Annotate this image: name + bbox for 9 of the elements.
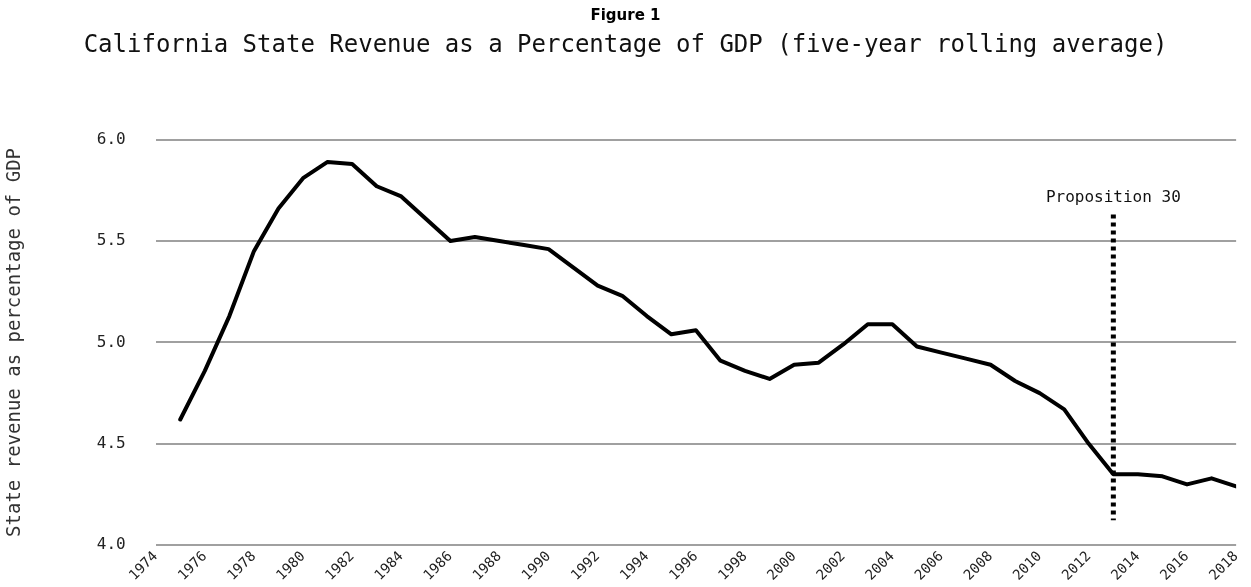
- chart-title: Figure 1: [589, 6, 662, 24]
- ref-line-label: Proposition 30: [1045, 186, 1181, 206]
- y-tick-label: 5.0: [96, 331, 126, 351]
- y-tick-label: 6.0: [96, 128, 126, 148]
- y-tick-label: 5.5: [96, 230, 126, 250]
- y-tick-label: 4.5: [96, 433, 126, 453]
- chart-subtitle: California State Revenue as a Percentage of GDP (five-year rolling average): [82, 30, 1169, 58]
- y-axis-title: State revenue as percentage of GDP: [2, 147, 25, 537]
- y-tick-label: 4.0: [96, 534, 126, 554]
